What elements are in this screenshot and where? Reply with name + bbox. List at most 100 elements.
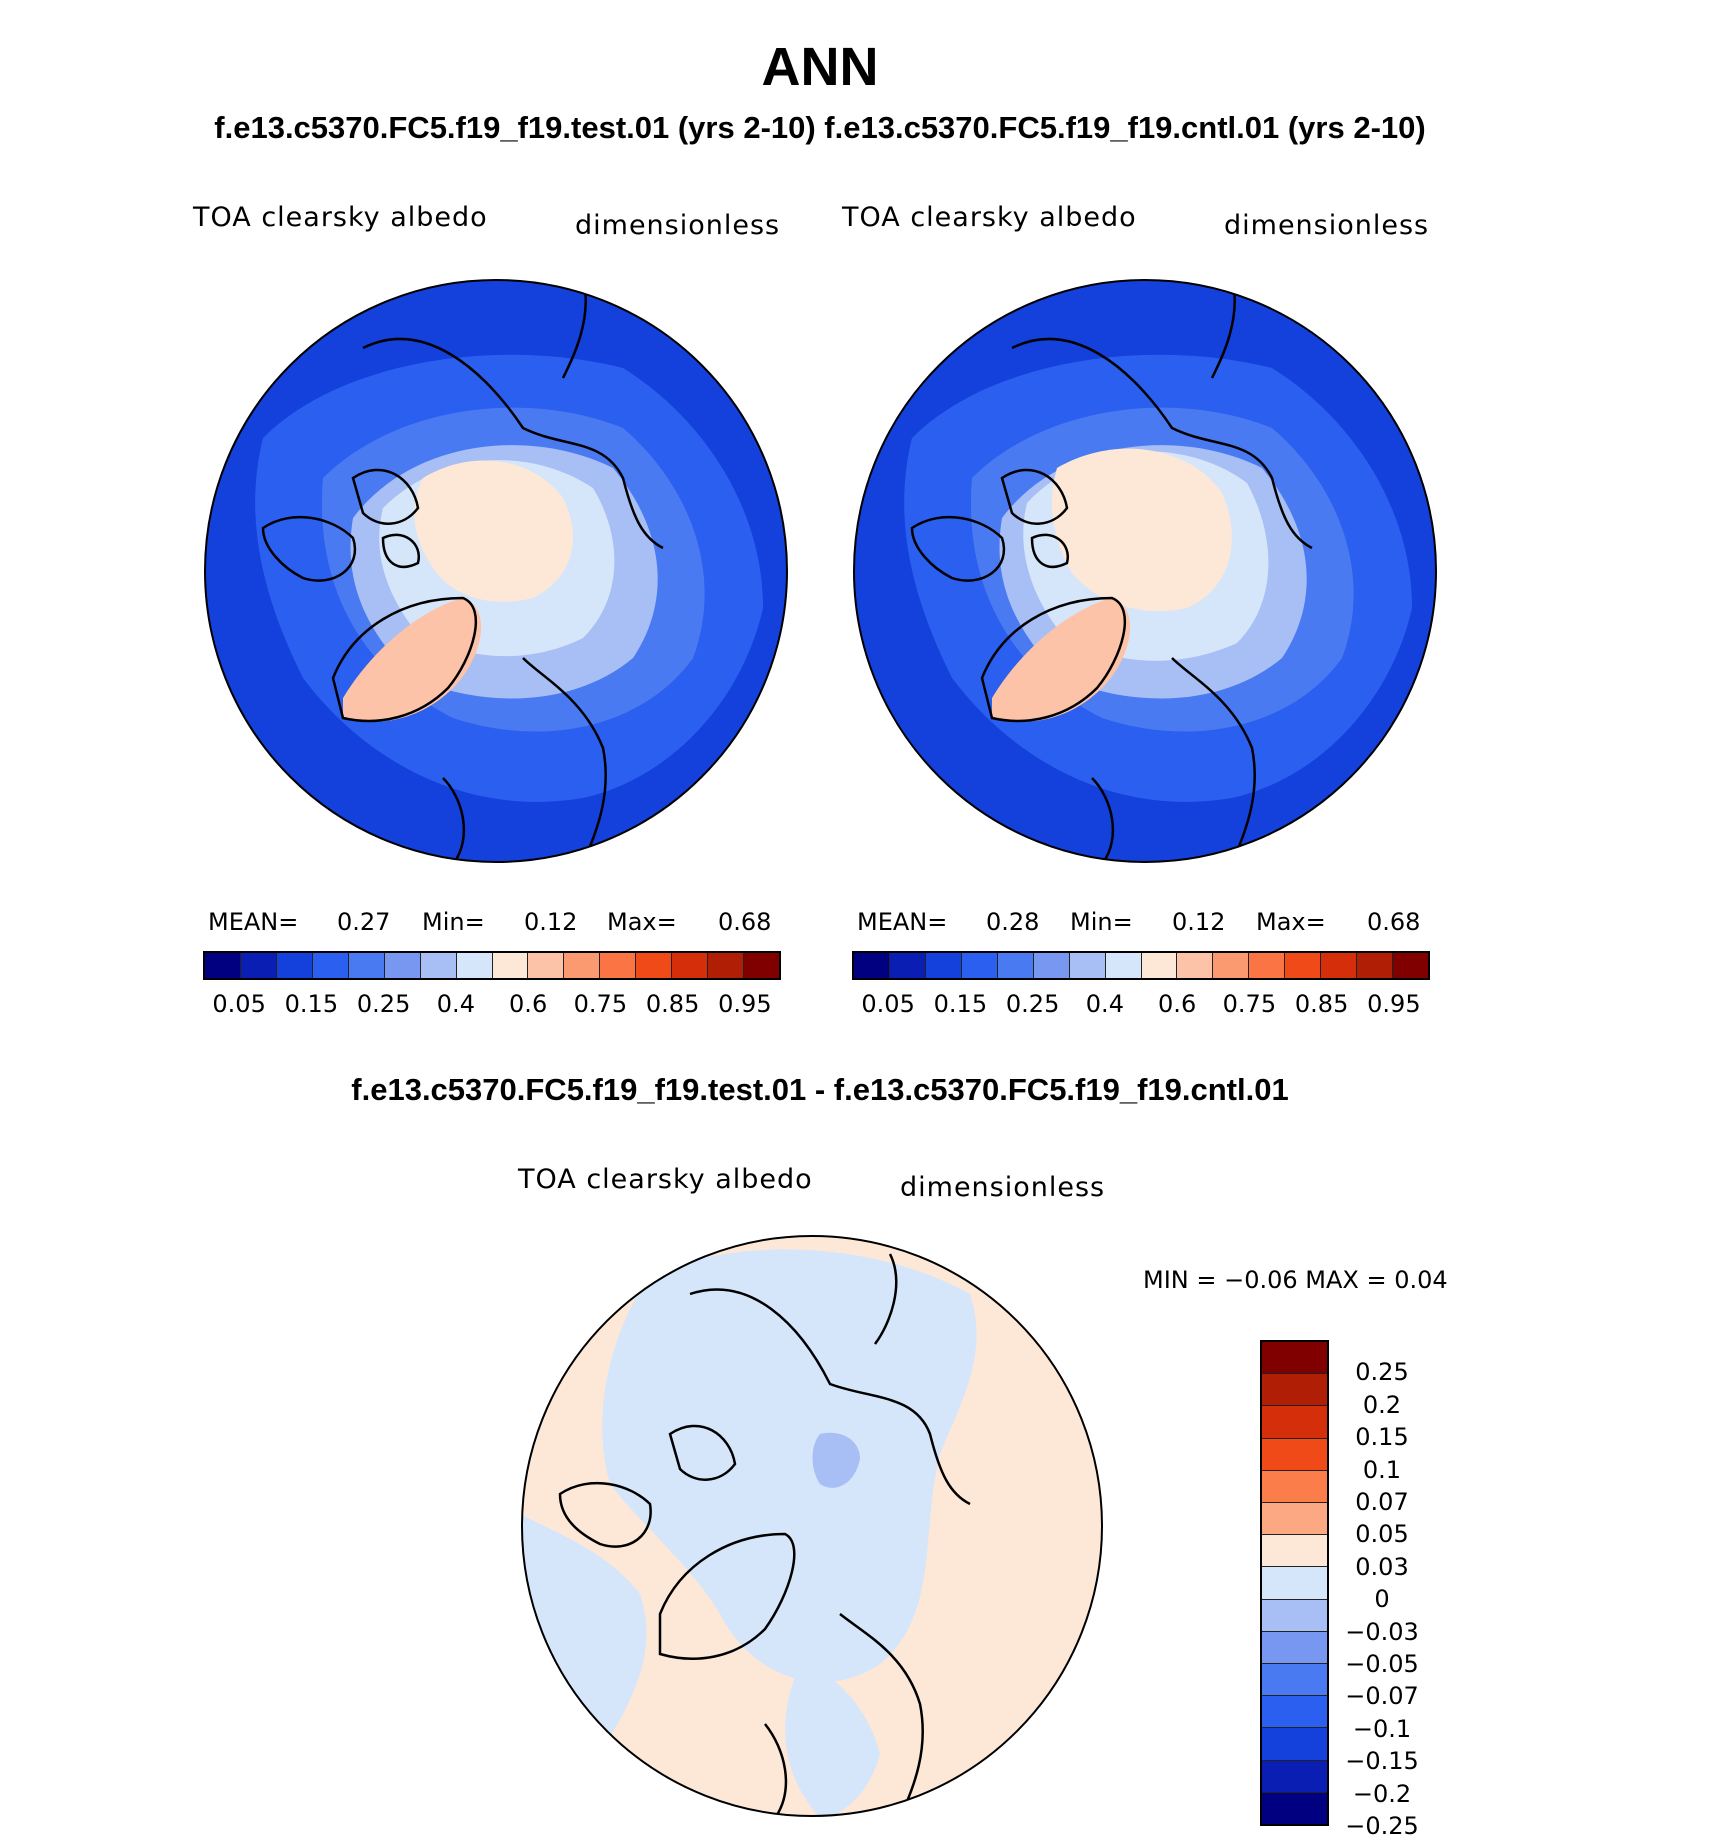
panel1-colorbar-tick-label: 0.95 xyxy=(718,990,772,1018)
diff-polar-map xyxy=(521,1235,1103,1817)
panel1-colorbar-swatch xyxy=(240,953,277,978)
panel2-colorbar-tick-label: 0.95 xyxy=(1367,990,1421,1018)
panel2-colorbar-tick-label: 0.85 xyxy=(1294,990,1349,1018)
panel2-colorbar-swatch xyxy=(1069,953,1106,978)
diff-colorbar-swatch xyxy=(1262,1792,1327,1825)
panel1-colorbar-tick-label: 0.25 xyxy=(356,990,411,1018)
diff-variable-label: TOA clearsky albedo xyxy=(518,1164,813,1195)
panel2-colorbar-tick-label: 0.6 xyxy=(1158,990,1197,1018)
panel2-mean-label: MEAN= xyxy=(857,908,948,936)
panel1-colorbar-swatch xyxy=(420,953,457,978)
diff-colorbar-swatch xyxy=(1262,1599,1327,1632)
panel1-colorbar-swatch xyxy=(205,953,241,978)
panel2-colorbar-tick-label: 0.05 xyxy=(861,990,915,1018)
panel2-units-label: dimensionless xyxy=(1224,210,1430,241)
panel1-colorbar-swatch xyxy=(564,953,601,978)
panel2-min-value: 0.12 xyxy=(1172,908,1226,936)
diff-colorbar-tick-label: 0.03 xyxy=(1355,1552,1409,1581)
diff-colorbar-tick-label: −0.07 xyxy=(1345,1682,1419,1711)
panel2-variable-label: TOA clearsky albedo xyxy=(842,202,1137,233)
panel1-colorbar-tick-label: 0.75 xyxy=(573,990,628,1018)
panel1-colorbar-swatch xyxy=(744,953,779,978)
diff-colorbar-swatch xyxy=(1262,1696,1327,1729)
diff-colorbar-tick-label: −0.2 xyxy=(1352,1779,1412,1808)
panel2-colorbar-swatch xyxy=(1285,953,1322,978)
panel2-colorbar-swatch xyxy=(854,953,890,978)
panel2-polar-map xyxy=(853,279,1437,863)
panel1-colorbar-swatch xyxy=(276,953,313,978)
diff-colorbar-tick-label: 0.05 xyxy=(1355,1520,1409,1549)
diff-colorbar-swatch xyxy=(1262,1470,1327,1504)
panel2-colorbar-swatch xyxy=(925,953,962,978)
diff-colorbar-tick-label: 0.2 xyxy=(1362,1390,1402,1419)
panel1-colorbar-tick-label: 0.05 xyxy=(212,990,266,1018)
panel1-colorbar-swatch xyxy=(672,953,709,978)
panel1-colorbar-swatch xyxy=(528,953,565,978)
diff-colorbar-tick-label: 0.25 xyxy=(1355,1358,1409,1387)
panel1-colorbar-tick-label: 0.6 xyxy=(509,990,548,1018)
panel1-mean-value: 0.27 xyxy=(337,908,391,936)
panel2-colorbar-swatch xyxy=(1357,953,1394,978)
panel1-min-label: Min= xyxy=(422,908,485,936)
panel1-colorbar-swatch xyxy=(492,953,529,978)
panel1-mean-label: MEAN= xyxy=(208,908,299,936)
panel1-max-label: Max= xyxy=(607,908,677,936)
diff-colorbar-ticks: 0.25 0.2 0.15 0.1 0.07 0.05 0.03 0 −0.03 −0.05 −0.… xyxy=(1327,1340,1437,1840)
panel2-colorbar-swatch xyxy=(1213,953,1250,978)
diff-colorbar-tick-label: −0.1 xyxy=(1352,1714,1412,1743)
panel2-colorbar-swatch xyxy=(1393,953,1428,978)
panel2-colorbar-ticks: 0.05 0.15 0.25 0.4 0.6 0.75 0.85 0.95 xyxy=(852,990,1430,1020)
panel2-colorbar-swatch xyxy=(1321,953,1358,978)
panel1-colorbar xyxy=(203,951,781,980)
diff-colorbar-swatch xyxy=(1262,1438,1327,1471)
panel1-colorbar-swatch xyxy=(456,953,493,978)
panel2-colorbar-tick-label: 0.15 xyxy=(933,990,988,1018)
panel1-colorbar-tick-label: 0.15 xyxy=(284,990,339,1018)
panel2-colorbar-tick-label: 0.75 xyxy=(1222,990,1277,1018)
diff-colorbar-swatch xyxy=(1262,1664,1327,1697)
panel2-colorbar-swatch xyxy=(889,953,926,978)
diff-colorbar-swatch xyxy=(1262,1760,1327,1793)
diff-colorbar xyxy=(1260,1340,1329,1826)
diff-colorbar-tick-label: 0.07 xyxy=(1355,1488,1409,1516)
diff-colorbar-tick-label: 0.15 xyxy=(1355,1423,1409,1452)
panel1-colorbar-tick-label: 0.85 xyxy=(645,990,700,1018)
panel1-colorbar-swatch xyxy=(600,953,637,978)
panel2-colorbar-swatch xyxy=(1105,953,1142,978)
panel1-colorbar-swatch xyxy=(636,953,673,978)
panel1-max-value: 0.68 xyxy=(718,908,772,936)
panel2-colorbar-tick-label: 0.4 xyxy=(1085,990,1124,1018)
diff-title: f.e13.c5370.FC5.f19_f19.test.01 - f.e13.… xyxy=(351,1072,1289,1107)
diff-colorbar-swatch xyxy=(1262,1728,1327,1761)
diff-min-max: MIN = −0.06 MAX = 0.04 xyxy=(1143,1266,1448,1294)
panel1-colorbar-swatch xyxy=(348,953,385,978)
panel2-colorbar-swatch xyxy=(1033,953,1070,978)
panel2-colorbar-swatch xyxy=(1177,953,1214,978)
panel2-max-value: 0.68 xyxy=(1367,908,1421,936)
panel2-mean-value: 0.28 xyxy=(986,908,1040,936)
panel1-colorbar-tick-label: 0.4 xyxy=(436,990,475,1018)
diff-colorbar-swatch xyxy=(1262,1374,1327,1407)
panel2-colorbar-swatch xyxy=(997,953,1034,978)
panel1-colorbar-swatch xyxy=(312,953,349,978)
panel1-units-label: dimensionless xyxy=(575,210,781,241)
panel1-polar-map xyxy=(204,279,788,863)
panel1-colorbar-ticks: 0.05 0.15 0.25 0.4 0.6 0.75 0.85 0.95 xyxy=(203,990,781,1020)
diff-colorbar-tick-label: 0.1 xyxy=(1362,1455,1402,1484)
diff-colorbar-tick-label: −0.25 xyxy=(1345,1812,1419,1840)
diff-colorbar-tick-label: −0.03 xyxy=(1345,1617,1419,1646)
panel2-colorbar-tick-label: 0.25 xyxy=(1005,990,1060,1018)
diff-colorbar-swatch xyxy=(1262,1567,1327,1600)
panel2-colorbar xyxy=(852,951,1430,980)
panel2-min-label: Min= xyxy=(1070,908,1133,936)
panel1-colorbar-swatch xyxy=(708,953,745,978)
panel2-max-label: Max= xyxy=(1256,908,1326,936)
panel1-min-value: 0.12 xyxy=(524,908,578,936)
diff-colorbar-swatch xyxy=(1262,1631,1327,1665)
diff-colorbar-tick-label: 0 xyxy=(1374,1585,1390,1614)
diff-colorbar-swatch xyxy=(1262,1342,1327,1375)
diff-units-label: dimensionless xyxy=(900,1172,1106,1203)
panel2-colorbar-swatch xyxy=(1141,953,1178,978)
diff-colorbar-swatch xyxy=(1262,1503,1327,1536)
diff-colorbar-tick-label: −0.15 xyxy=(1345,1747,1419,1776)
